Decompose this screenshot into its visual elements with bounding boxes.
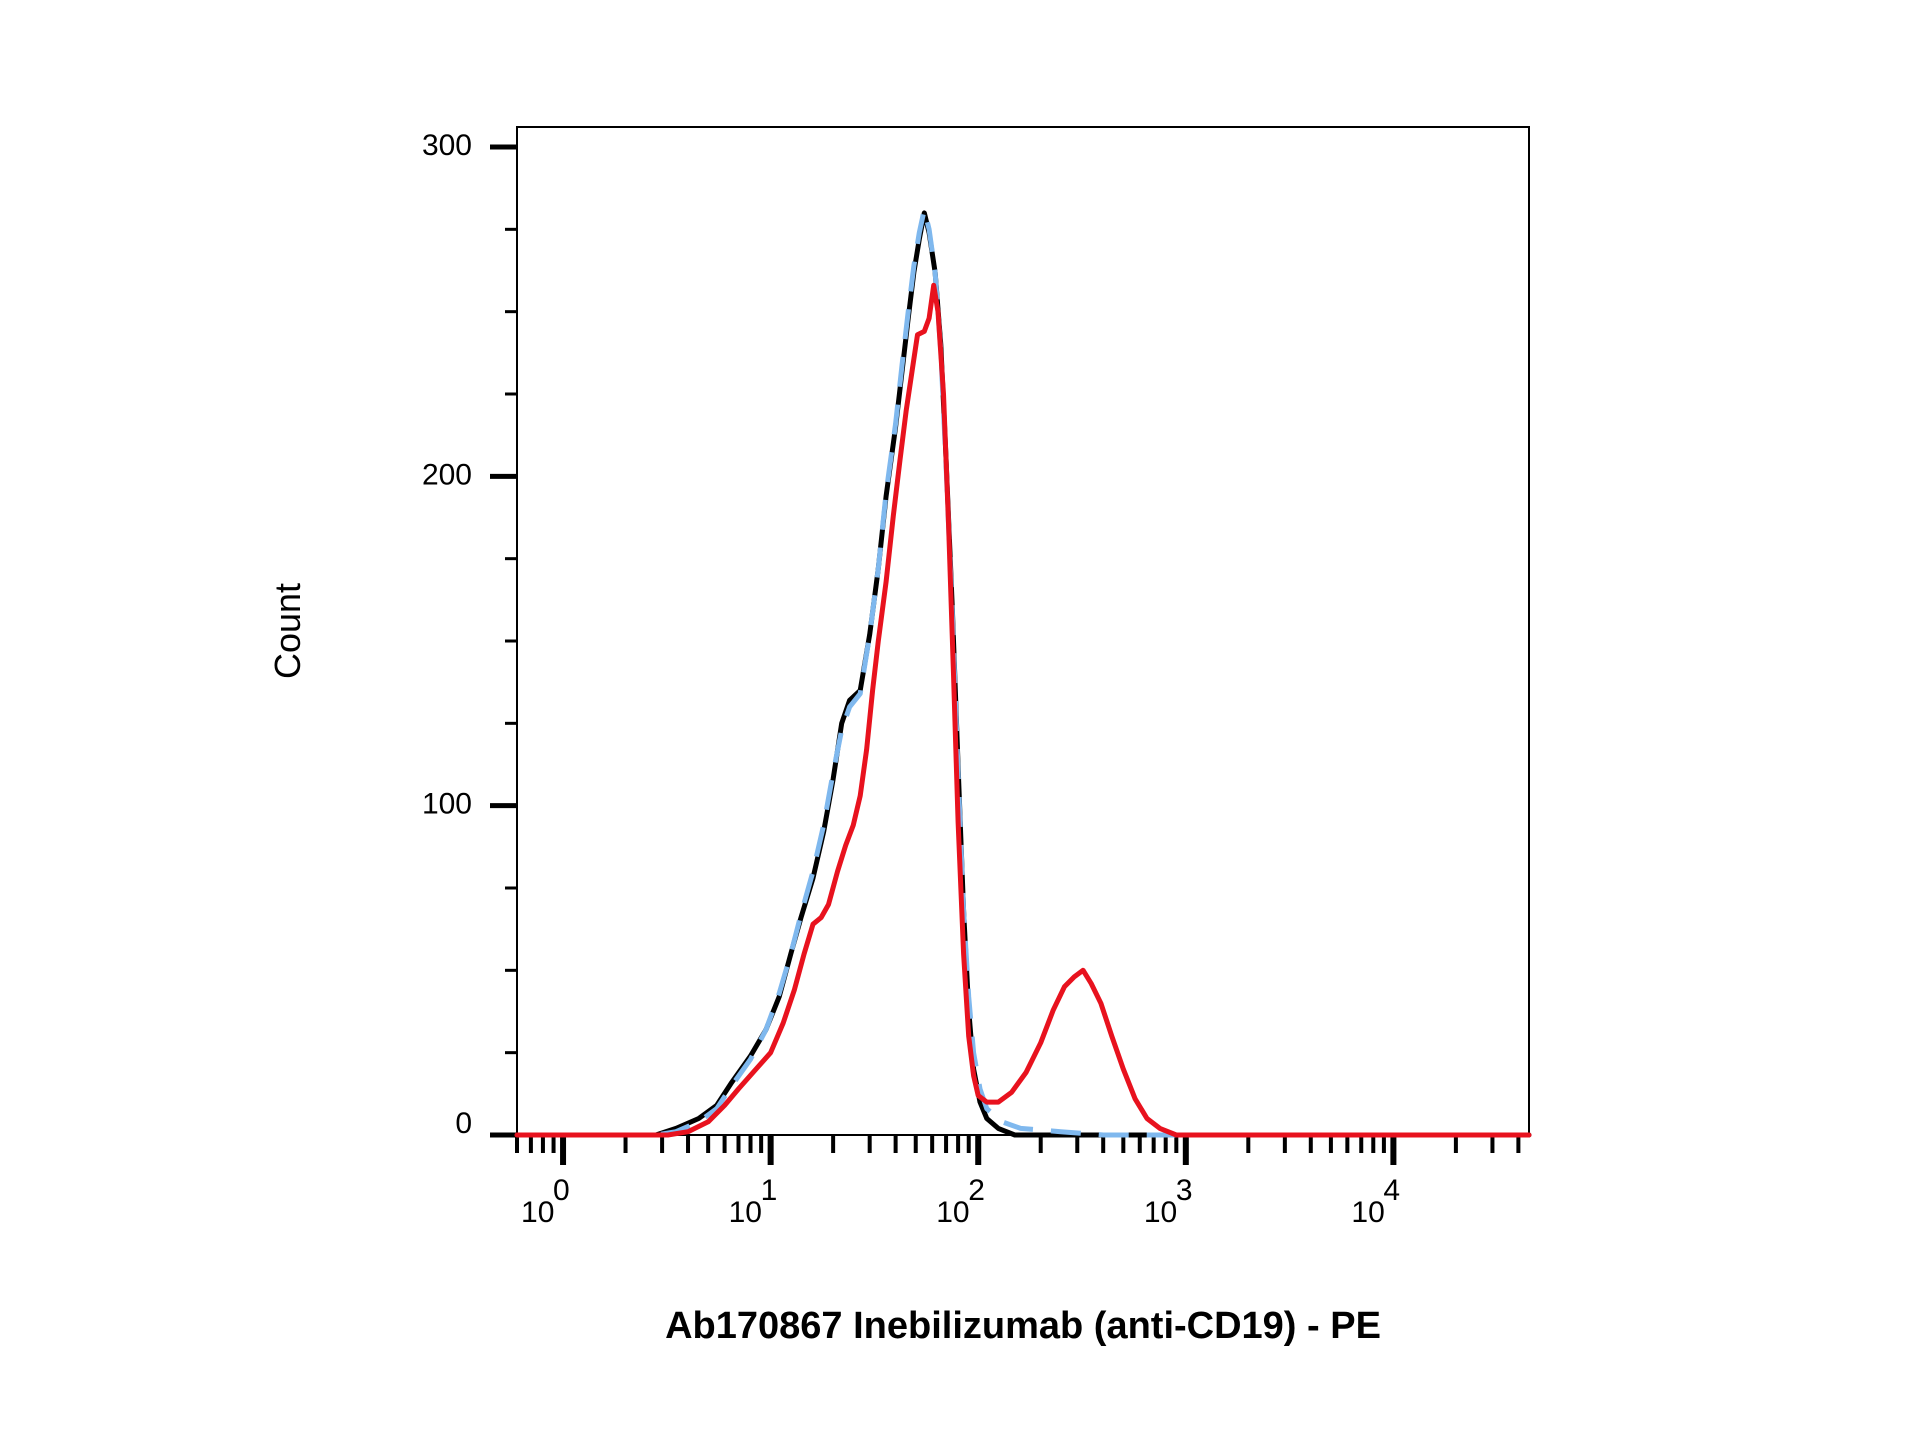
series-line-3	[514, 282, 1532, 1138]
x-tick-exponent: 4	[1383, 1174, 1400, 1207]
series-line-1	[514, 210, 1532, 1138]
y-tick-label: 100	[422, 788, 472, 821]
x-tick-base: 10	[1144, 1196, 1177, 1229]
x-tick-exponent: 1	[761, 1174, 778, 1207]
series-layer	[514, 207, 1532, 1138]
y-axis: 0 100 200 300	[422, 129, 517, 1140]
x-tick-exponent: 0	[553, 1174, 570, 1207]
series-line-2	[517, 207, 1529, 1138]
plot-frame	[516, 126, 1530, 1136]
x-tick-base: 10	[521, 1196, 554, 1229]
x-tick-label: 104	[1351, 1174, 1400, 1229]
x-tick-label: 102	[936, 1174, 985, 1229]
x-tick-label: 103	[1144, 1174, 1193, 1229]
x-tick-exponent: 3	[1176, 1174, 1193, 1207]
y-axis-title: Count	[267, 583, 308, 679]
x-tick-base: 10	[936, 1196, 969, 1229]
y-tick-label: 200	[422, 458, 472, 491]
x-tick-label: 100	[521, 1174, 570, 1229]
x-tick-base: 10	[729, 1196, 762, 1229]
y-tick-label: 0	[455, 1107, 472, 1140]
x-tick-exponent: 2	[968, 1174, 985, 1207]
y-tick-label: 300	[422, 129, 472, 162]
x-tick-label: 101	[729, 1174, 778, 1229]
x-tick-base: 10	[1351, 1196, 1384, 1229]
x-axis-title: Ab170867 Inebilizumab (anti-CD19) - PE	[665, 1305, 1381, 1347]
